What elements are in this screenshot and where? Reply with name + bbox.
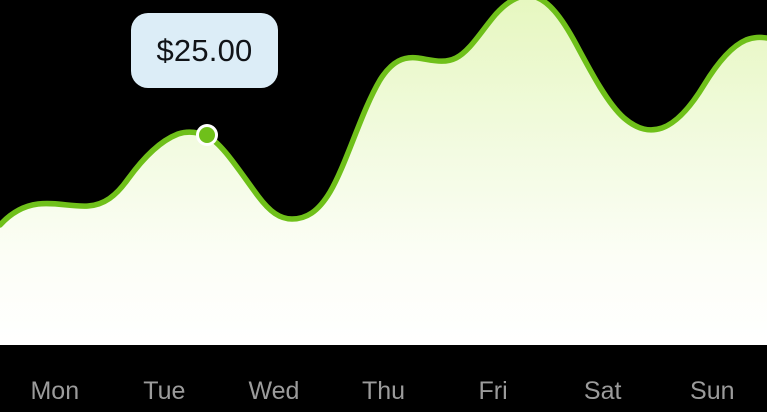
x-axis-labels: Mon Tue Wed Thu Fri Sat Sun — [0, 370, 767, 412]
x-axis-tick-wed[interactable]: Wed — [248, 376, 300, 405]
x-axis-tick-sun[interactable]: Sun — [690, 376, 735, 405]
x-axis-tick-fri[interactable]: Fri — [478, 376, 508, 405]
x-axis-tick-mon[interactable]: Mon — [30, 376, 80, 405]
area-chart-svg — [0, 0, 767, 345]
data-point-marker[interactable] — [196, 124, 218, 146]
chart-plot-area[interactable]: $25.00 — [0, 0, 767, 345]
area-line-path — [0, 0, 767, 228]
tooltip-value-text: $25.00 — [156, 33, 253, 68]
x-axis-tick-thu[interactable]: Thu — [361, 376, 406, 405]
x-axis-tick-sat[interactable]: Sat — [583, 376, 622, 405]
value-tooltip[interactable]: $25.00 — [131, 13, 278, 88]
data-point-dot — [199, 127, 215, 143]
area-fill-path — [0, 0, 767, 345]
x-axis-tick-tue[interactable]: Tue — [143, 376, 186, 405]
